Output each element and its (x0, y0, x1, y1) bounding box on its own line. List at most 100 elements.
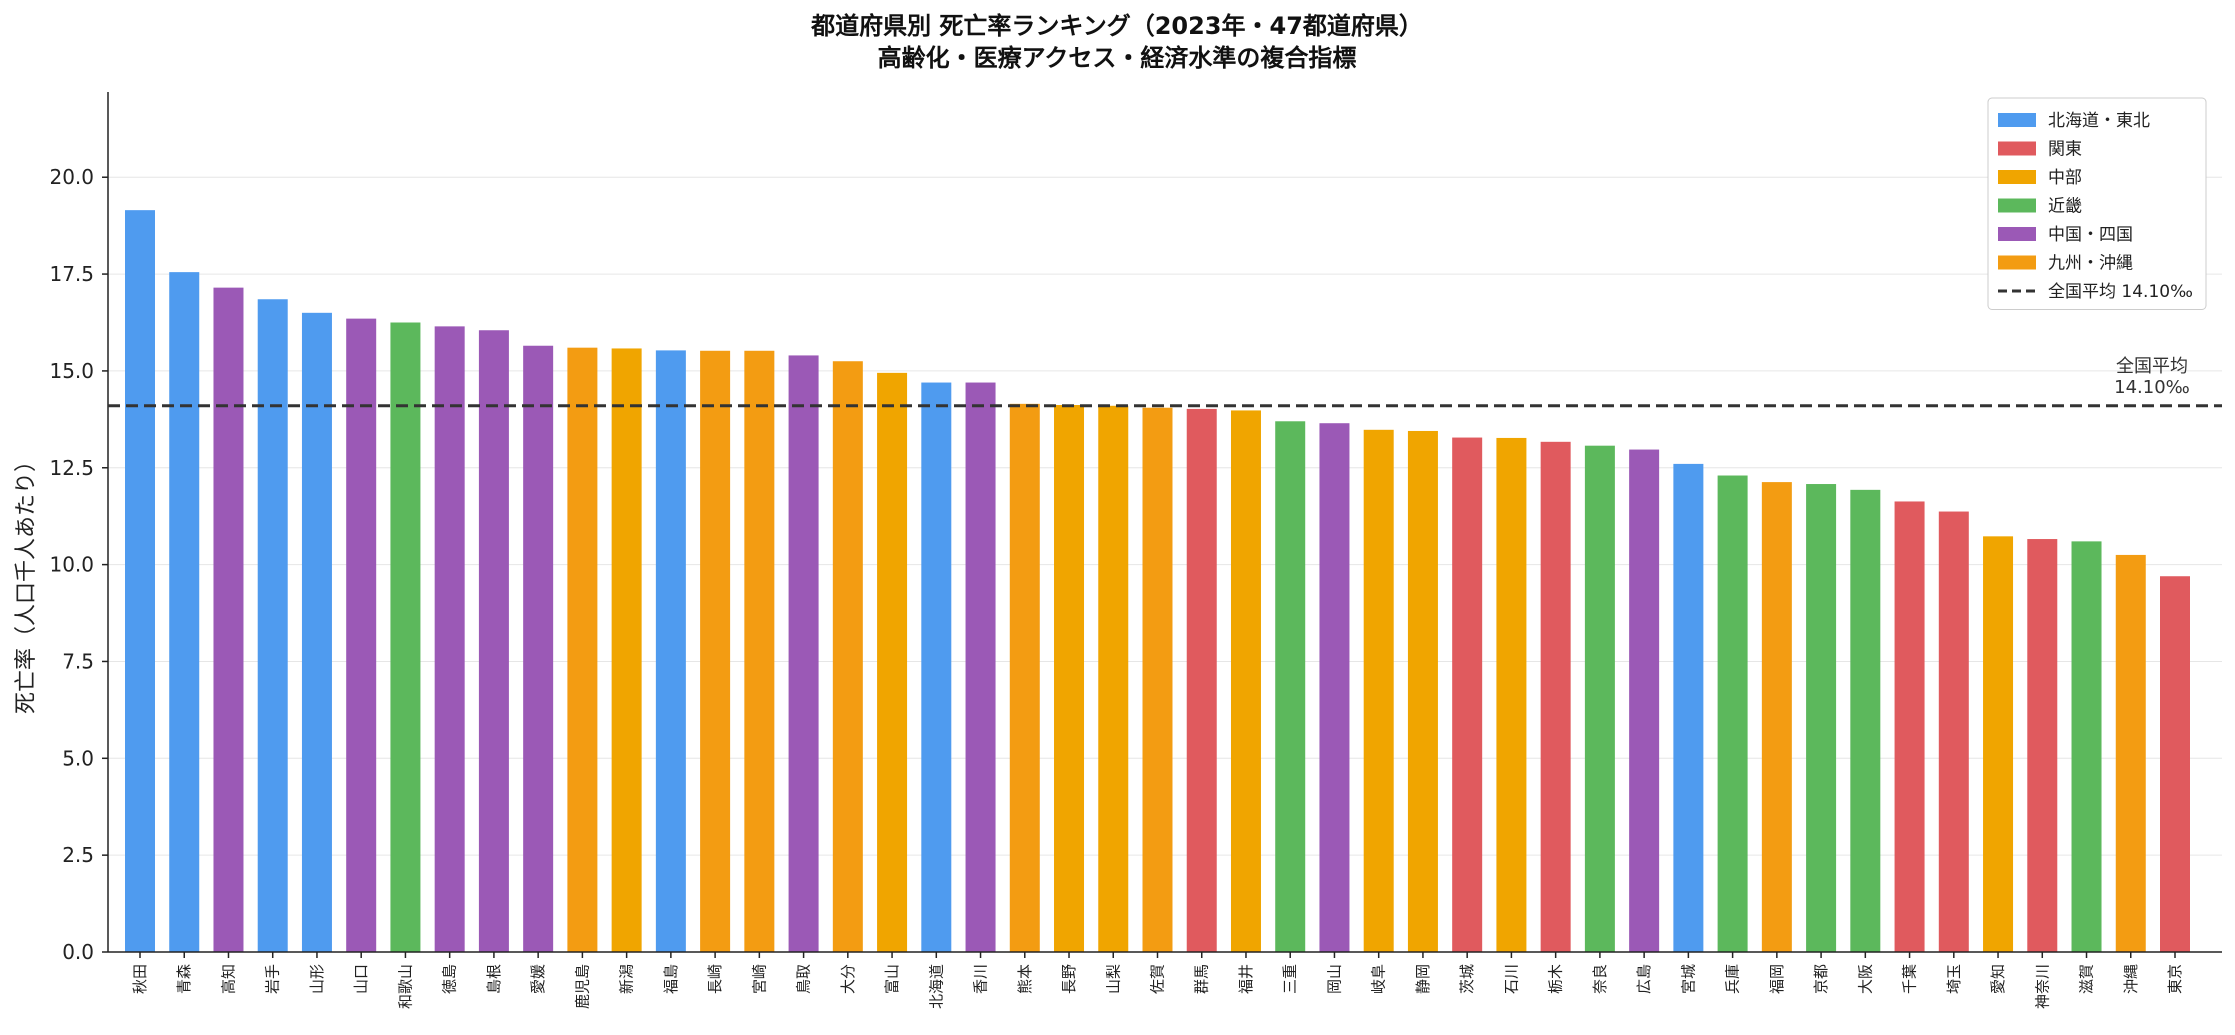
bar (965, 382, 996, 952)
average-annotation-value: 14.10‰ (2114, 377, 2190, 398)
bar (478, 330, 509, 952)
x-tick-label: 福岡 (1768, 964, 1786, 994)
x-tick-label: 大阪 (1856, 964, 1874, 994)
x-tick-label: 石川 (1502, 964, 1520, 994)
legend-label: 中部 (2048, 168, 2082, 188)
bar (1142, 407, 1173, 953)
average-annotation-label: 全国平均 (2116, 356, 2188, 377)
bar (1452, 437, 1483, 952)
legend-swatch (1998, 198, 2036, 213)
bar (1098, 405, 1129, 952)
bar (700, 350, 731, 952)
bar (1275, 421, 1306, 952)
bar (1761, 482, 1792, 952)
x-tick-label: 熊本 (1016, 964, 1034, 994)
x-tick-label: 岐阜 (1370, 964, 1388, 994)
bar (655, 350, 686, 952)
legend-swatch (1998, 170, 2036, 184)
bar (832, 361, 863, 952)
x-tick-label: 佐賀 (1149, 964, 1167, 994)
bar (434, 326, 465, 952)
bar (1938, 511, 1969, 952)
x-tick-label: 愛知 (1989, 964, 2007, 994)
x-tick-label: 秋田 (131, 964, 149, 994)
x-tick-label: 京都 (1812, 964, 1830, 994)
x-tick-label: 静岡 (1414, 964, 1432, 994)
bar (877, 372, 908, 953)
y-tick-label: 5.0 (62, 746, 94, 770)
x-tick-label: 東京 (2166, 964, 2184, 994)
x-tick-label: 香川 (972, 964, 990, 994)
legend-swatch (1998, 141, 2036, 156)
bar (169, 272, 200, 952)
x-tick-label: 滋賀 (2078, 964, 2096, 994)
x-tick-label: 宮崎 (750, 964, 768, 994)
x-tick-label: 和歌山 (396, 964, 414, 1009)
legend-label: 九州・沖縄 (2048, 254, 2133, 274)
legend-label: 北海道・東北 (2048, 111, 2150, 131)
bar (1629, 449, 1660, 952)
bar-series (125, 210, 2190, 953)
x-tick-label: 新潟 (618, 964, 636, 994)
x-tick-label: 山口 (352, 964, 370, 994)
chart-title: 都道府県別 死亡率ランキング（2023年・47都道府県） (810, 12, 1423, 40)
bar (2160, 576, 2190, 952)
x-tick-label: 高知 (219, 964, 237, 994)
x-tick-label: 千葉 (1901, 964, 1919, 994)
x-tick-label: 岡山 (1325, 964, 1343, 994)
x-tick-label: 島根 (485, 964, 503, 994)
y-tick-label: 10.0 (49, 553, 94, 577)
x-tick-label: 埼玉 (1945, 964, 1963, 994)
bar (2115, 554, 2146, 952)
bar (1363, 429, 1394, 953)
x-tick-label: 岩手 (264, 964, 282, 994)
bar (213, 287, 244, 953)
y-tick-label: 7.5 (62, 649, 94, 673)
x-tick-label: 北海道 (927, 964, 945, 1009)
legend-label: 近畿 (2048, 197, 2082, 217)
x-tick-label: 長崎 (706, 964, 724, 994)
legend-label: 関東 (2048, 140, 2082, 160)
bar (567, 347, 598, 953)
bar (257, 299, 288, 952)
bar (1319, 423, 1350, 953)
bar (1673, 463, 1704, 952)
x-tick-label: 青森 (175, 964, 193, 994)
x-tick-label: 広島 (1635, 964, 1653, 994)
legend-box (1987, 97, 2207, 310)
bar (1186, 408, 1217, 952)
y-tick-label: 0.0 (62, 940, 94, 964)
bar (1496, 437, 1527, 952)
bar (1540, 441, 1571, 952)
bar (611, 348, 642, 952)
x-tick-label: 宮城 (1679, 964, 1697, 994)
bar (1850, 489, 1881, 952)
bar (1894, 501, 1925, 952)
x-tick-label: 神奈川 (2033, 964, 2051, 1009)
axes (107, 92, 2222, 953)
x-axis-ticks: 秋田 青森 高知 岩手 山形 山口 和歌山 徳島 島根 愛媛 鹿児島 新潟 福島 長崎 宮崎 鳥取 大分 富山 北海… (131, 952, 2184, 1009)
x-tick-label: 山形 (308, 964, 326, 994)
bar (301, 312, 332, 953)
x-tick-label: 奈良 (1591, 964, 1609, 994)
bar (921, 382, 952, 952)
bar (1717, 475, 1748, 952)
bar (523, 345, 554, 952)
x-tick-label: 愛媛 (529, 964, 547, 994)
bar (1230, 410, 1261, 952)
bar (1009, 403, 1040, 953)
x-tick-label: 大分 (839, 964, 857, 994)
x-tick-label: 兵庫 (1724, 964, 1742, 994)
x-tick-label: 徳島 (441, 964, 459, 994)
x-tick-label: 群馬 (1193, 964, 1211, 994)
x-tick-label: 山梨 (1104, 964, 1122, 994)
legend-average-label: 全国平均 14.10‰ (2048, 282, 2193, 302)
y-tick-label: 15.0 (49, 359, 94, 383)
bar (1584, 445, 1615, 952)
y-tick-label: 12.5 (49, 456, 94, 480)
legend-label: 中国・四国 (2048, 225, 2133, 245)
bar (125, 210, 155, 953)
bar (1407, 430, 1438, 952)
